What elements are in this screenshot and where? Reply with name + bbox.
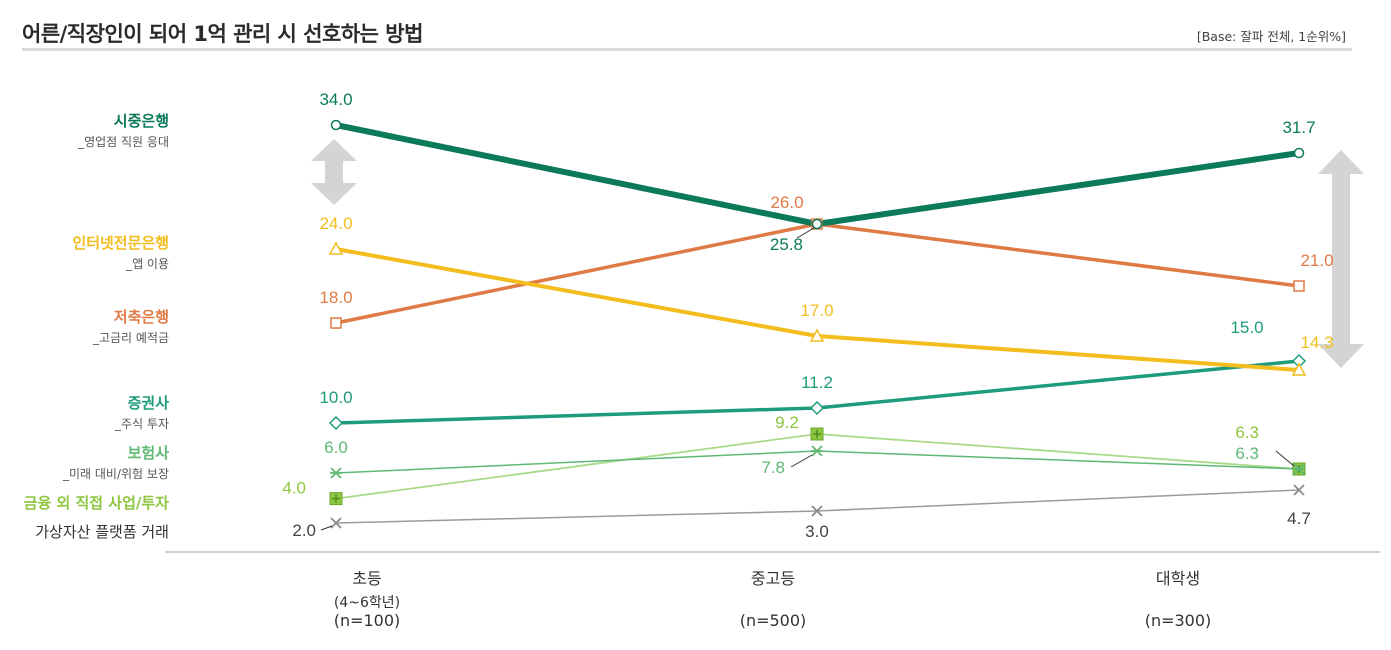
- x-tick-label: 초등: [352, 569, 382, 588]
- label-leader-line: [320, 525, 333, 531]
- data-label-insurance: 6.3: [1235, 444, 1259, 463]
- label-leader-line: [1275, 450, 1295, 467]
- base-note: [Base: 잘파 전체, 1순위%]: [1196, 29, 1346, 44]
- legend-label: 인터넷전문은행: [72, 234, 169, 252]
- data-point-internet-bank: [809, 328, 825, 342]
- data-point-direct-business-cross: [813, 430, 821, 438]
- legend-sublabel: _미래 대비/위험 보장: [63, 467, 169, 481]
- data-label-savings-bank: 18.0: [319, 288, 352, 307]
- header-divider: [22, 48, 1352, 51]
- data-label-direct-business: 6.3: [1235, 423, 1259, 442]
- series-line-crypto: [335, 489, 1300, 524]
- sample-size-university: (n=300): [1144, 611, 1212, 630]
- sample-size-elementary: (n=100): [333, 611, 401, 630]
- data-label-crypto: 3.0: [805, 522, 829, 541]
- legend-label: 증권사: [127, 394, 169, 412]
- x-tick-label: 대학생: [1155, 569, 1201, 588]
- data-label-savings-bank: 26.0: [770, 193, 803, 212]
- x-tick-sublabel: (4~6학년): [333, 595, 401, 611]
- legend-item-direct-business: 금융 외 직접 사업/투자: [24, 492, 169, 513]
- data-point-crypto: [330, 517, 342, 529]
- data-point-internet-bank: [328, 241, 344, 255]
- data-point-securities: [328, 415, 344, 431]
- data-point-insurance: [811, 445, 823, 457]
- data-point-insurance: [330, 467, 342, 479]
- legend-label: 저축은행: [113, 308, 169, 326]
- data-point-crypto: [1293, 484, 1305, 496]
- data-label-internet-bank: 17.0: [800, 301, 833, 320]
- x-category-elementary: 초등 (4~6학년): [334, 565, 400, 612]
- data-point-savings-bank: [330, 317, 342, 329]
- data-point-savings-bank: [1293, 280, 1305, 292]
- gap-arrow-left: [311, 139, 357, 205]
- x-category-university: 대학생: [1156, 565, 1200, 589]
- data-point-internet-bank: [1291, 362, 1307, 376]
- data-point-securities: [809, 400, 825, 416]
- legend-item-crypto: 가상자산 플랫폼 거래: [35, 521, 169, 542]
- legend-item-insurance: 보험사 _미래 대비/위험 보장: [63, 442, 169, 482]
- data-label-insurance: 6.0: [324, 438, 348, 457]
- sample-size-middle-high: (n=500): [739, 611, 807, 630]
- data-point-commercial-bank: [811, 218, 823, 230]
- data-label-internet-bank: 24.0: [319, 214, 352, 233]
- legend-label: 금융 외 직접 사업/투자: [23, 494, 169, 512]
- data-label-internet-bank: 14.3: [1300, 333, 1333, 352]
- x-category-middle-high: 중고등: [751, 565, 795, 589]
- data-label-commercial-bank: 25.8: [770, 235, 803, 254]
- legend-item-internet-bank: 인터넷전문은행 _앱 이용: [72, 232, 169, 272]
- chart-title: 어른/직장인이 되어 1억 관리 시 선호하는 방법: [22, 22, 423, 46]
- legend-sublabel: _주식 투자: [115, 417, 169, 431]
- series-line-commercial-bank: [335, 122, 1300, 227]
- legend-sublabel: _앱 이용: [126, 257, 169, 271]
- data-point-commercial-bank: [1293, 147, 1305, 159]
- data-label-crypto: 4.7: [1287, 509, 1311, 528]
- label-leader-line: [796, 227, 815, 239]
- x-tick-label: 중고등: [750, 569, 796, 588]
- data-label-insurance: 7.8: [761, 458, 785, 477]
- legend-sublabel: _영업점 직원 응대: [78, 135, 169, 149]
- data-label-securities: 11.2: [801, 373, 833, 392]
- legend-label: 시중은행: [113, 112, 169, 130]
- data-label-crypto: 2.0: [292, 521, 316, 540]
- data-point-insurance: [1293, 463, 1305, 475]
- legend-item-savings-bank: 저축은행 _고금리 예적금: [93, 306, 169, 346]
- gap-arrow-right: [1318, 150, 1364, 368]
- legend-sublabel: _고금리 예적금: [92, 331, 169, 345]
- label-leader-line: [790, 454, 813, 468]
- data-label-savings-bank: 21.0: [1300, 251, 1333, 270]
- data-label-securities: 10.0: [319, 388, 352, 407]
- data-label-commercial-bank: 31.7: [1282, 118, 1315, 137]
- data-point-direct-business-cross: [332, 494, 340, 503]
- chart-header: 어른/직장인이 되어 1억 관리 시 선호하는 방법 [Base: 잘파 전체,…: [22, 10, 1352, 51]
- legend-item-commercial-bank: 시중은행 _영업점 직원 응대: [78, 110, 169, 150]
- legend-label: 가상자산 플랫폼 거래: [35, 523, 169, 541]
- data-label-direct-business: 9.2: [775, 413, 799, 432]
- data-label-commercial-bank: 34.0: [319, 90, 352, 109]
- data-label-securities: 15.0: [1230, 318, 1263, 337]
- data-label-direct-business: 4.0: [282, 479, 306, 498]
- data-point-commercial-bank: [330, 119, 342, 131]
- data-point-crypto: [811, 505, 823, 517]
- series-line-insurance: [335, 450, 1300, 474]
- legend-label: 보험사: [127, 444, 169, 462]
- legend-item-securities: 증권사 _주식 투자: [115, 392, 169, 432]
